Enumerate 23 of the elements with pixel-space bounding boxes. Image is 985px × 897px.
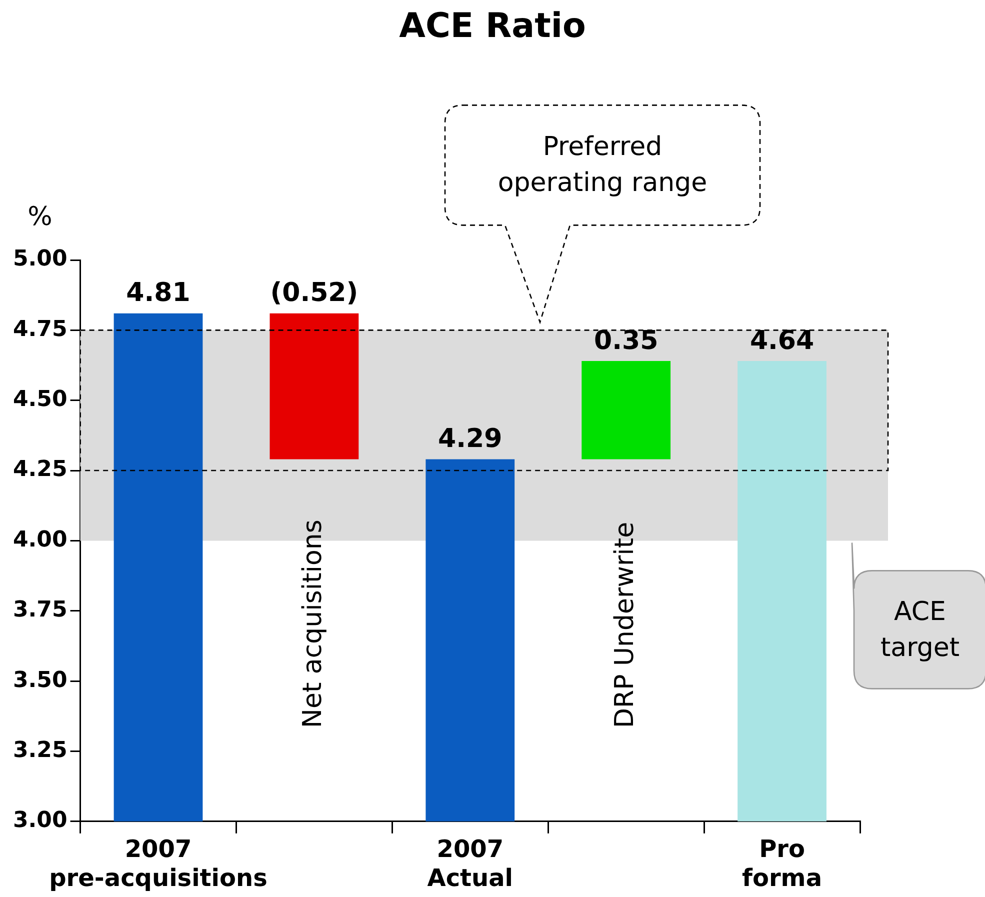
y-tick-label: 5.00: [13, 246, 68, 272]
y-axis-title: %: [28, 202, 52, 232]
y-tick-label: 3.00: [13, 808, 68, 834]
y-tick-label: 4.75: [13, 316, 68, 342]
x-tick-label: Net acquisitions: [298, 520, 328, 728]
y-tick-label: 4.25: [13, 457, 68, 482]
band-label: ACE target: [879, 596, 961, 665]
y-tick-label: 3.75: [13, 598, 68, 623]
y-tick-label: 4.50: [13, 387, 68, 412]
x-tick-label: 2007 pre-acquisitions: [49, 835, 268, 892]
data-label: (0.52): [270, 278, 358, 308]
data-label: 4.29: [438, 424, 502, 454]
data-label: 4.81: [126, 278, 190, 308]
data-label: 0.35: [594, 326, 658, 356]
x-tick-label: Pro forma: [742, 835, 822, 892]
x-tick-label: 2007 Actual: [427, 835, 514, 892]
x-tick-label: DRP Underwrite: [610, 522, 640, 728]
y-tick-label: 4.00: [13, 527, 68, 552]
y-tick-label: 3.50: [13, 668, 68, 693]
text: Preferred operating range: [496, 131, 708, 200]
y-tick-label: 3.25: [13, 738, 68, 763]
data-label: 4.64: [750, 326, 814, 356]
chart-title: ACE Ratio: [399, 6, 586, 46]
